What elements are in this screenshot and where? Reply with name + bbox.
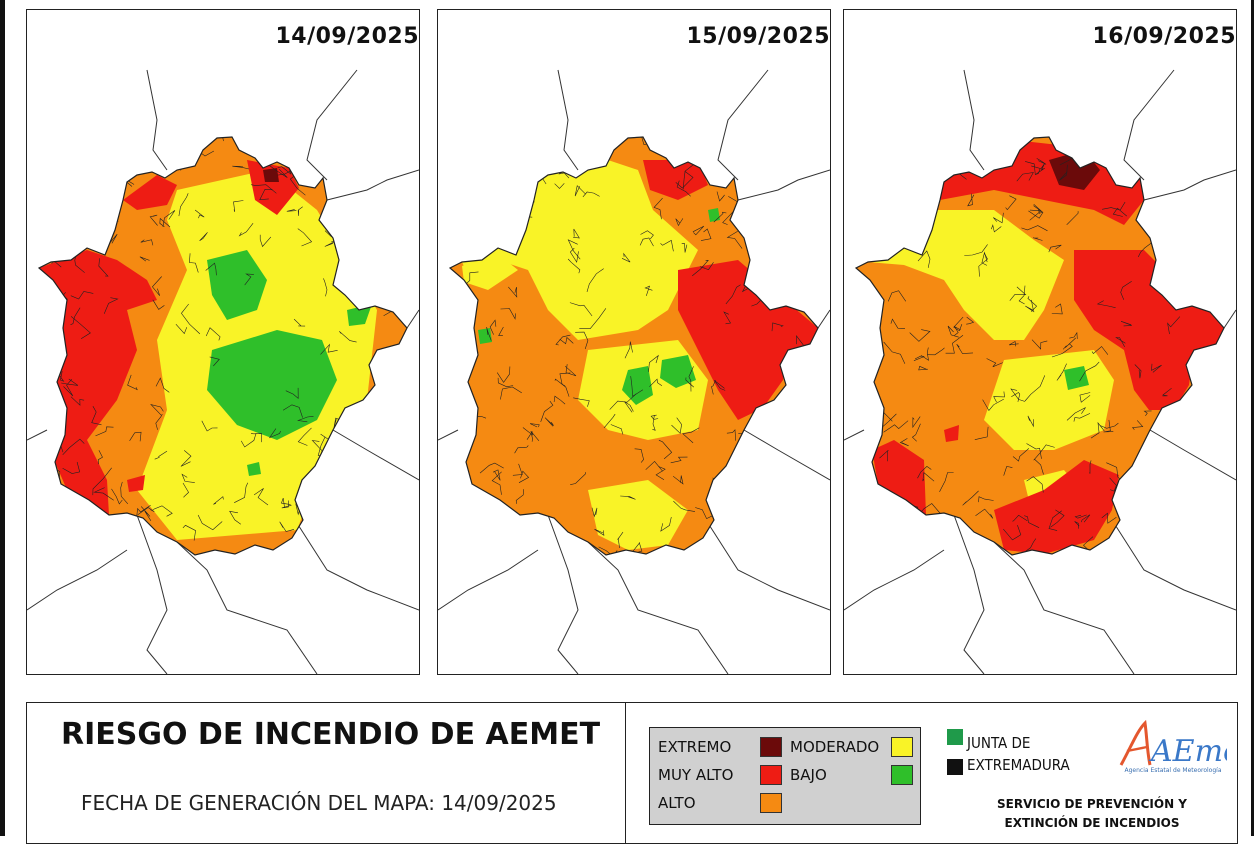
neighbouring-borders (27, 69, 419, 674)
panel-date: 15/09/2025 (686, 24, 830, 49)
junta-black-square (947, 759, 963, 775)
legend-label-extremo: EXTREMO (658, 738, 732, 756)
risk-zone (944, 425, 959, 442)
legend-swatch-alto (760, 793, 782, 813)
aemet-logo: AEmet (1119, 719, 1227, 769)
risk-map-day-3 (844, 69, 1236, 674)
generation-date: FECHA DE GENERACIÓN DEL MAPA: 14/09/2025 (81, 791, 557, 815)
risk-scale-legend: EXTREMO MUY ALTO ALTO MODERADO BAJO (649, 727, 921, 825)
risk-zone (528, 515, 542, 526)
legend-divider (625, 703, 626, 843)
risk-zones (39, 137, 407, 555)
risk-zone (1064, 366, 1089, 390)
legend-area: RIESGO DE INCENDIO DE AEMET FECHA DE GEN… (26, 702, 1238, 844)
risk-zones (856, 137, 1224, 555)
legend-swatch-moderado (891, 737, 913, 757)
risk-zone (207, 250, 267, 320)
neighbouring-borders (844, 69, 1236, 674)
risk-zone (127, 475, 145, 492)
service-line-2: EXTINCIÓN DE INCENDIOS (1004, 816, 1180, 830)
junta-line-2: EXTREMADURA (967, 756, 1070, 774)
risk-zone (123, 175, 177, 210)
risk-zones (450, 137, 818, 555)
risk-zone (247, 462, 261, 476)
risk-zone (263, 168, 279, 182)
map-panel-day-1: 14/09/2025 (26, 9, 420, 675)
map-panel-day-2: 15/09/2025 (437, 9, 831, 675)
legend-swatch-bajo (891, 765, 913, 785)
neighbouring-borders (438, 69, 830, 674)
legend-label-bajo: BAJO (790, 766, 827, 784)
junta-line-1: JUNTA DE (967, 734, 1031, 752)
risk-zone (1074, 250, 1224, 410)
legend-label-muy-alto: MUY ALTO (658, 766, 734, 784)
region-outline (448, 136, 819, 556)
legend-label-moderado: MODERADO (790, 738, 880, 756)
map-title: RIESGO DE INCENDIO DE AEMET (61, 717, 601, 752)
risk-zone (622, 366, 653, 405)
risk-map-day-1 (27, 69, 419, 674)
service-name: SERVICIO DE PREVENCIÓN Y EXTINCIÓN DE IN… (961, 795, 1223, 833)
aemet-logo-text: AEmet (1148, 734, 1227, 769)
risk-zone (868, 210, 1064, 340)
risk-zone (462, 150, 698, 340)
risk-zone (462, 254, 518, 290)
risk-zone (872, 440, 926, 515)
left-edge (0, 0, 5, 836)
legend-swatch-muy-alto (760, 765, 782, 785)
risk-zone (708, 208, 720, 222)
region-outline (37, 136, 408, 556)
service-line-1: SERVICIO DE PREVENCIÓN Y (997, 797, 1187, 811)
risk-zone (347, 304, 372, 326)
panel-date: 16/09/2025 (1092, 24, 1236, 49)
junta-green-square (947, 729, 963, 745)
risk-zone (247, 160, 299, 215)
risk-zone (207, 330, 337, 440)
risk-zone (382, 392, 397, 408)
map-panel-day-3: 16/09/2025 (843, 9, 1237, 675)
risk-zone (660, 355, 696, 388)
risk-map-day-2 (438, 69, 830, 674)
risk-zone (588, 480, 688, 550)
risk-zone (994, 460, 1119, 554)
aemet-subtitle: Agencia Estatal de Meteorología (1124, 767, 1222, 774)
risk-zone (478, 328, 492, 344)
legend-label-alto: ALTO (658, 794, 696, 812)
risk-zone (643, 160, 708, 200)
region-outline (854, 136, 1225, 556)
legend-swatch-extremo (760, 737, 782, 757)
panel-date: 14/09/2025 (275, 24, 419, 49)
right-edge (1251, 0, 1254, 836)
